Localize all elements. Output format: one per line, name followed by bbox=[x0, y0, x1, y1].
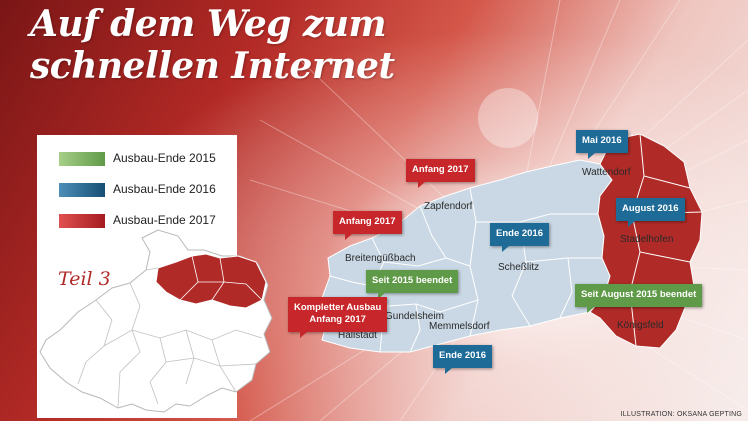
badge-koenigsfeld: Seit August 2015 beendet bbox=[575, 284, 703, 313]
overview-map-highlight-borders bbox=[179, 255, 263, 301]
badge-wattendorf-text: Mai 2016 bbox=[582, 135, 622, 146]
badge-koenigsfeld-text: Seit August 2015 beendet bbox=[581, 289, 697, 300]
place-koenigsfeld: Königsfeld bbox=[617, 320, 664, 331]
illustration-credit: ILLUSTRATION: OKSANA GEPTING bbox=[620, 411, 742, 418]
badge-schesslitz: Ende 2016 bbox=[490, 223, 549, 252]
legend-label-2015: Ausbau-Ende 2015 bbox=[113, 151, 216, 165]
place-gundelsheim: Gundelsheim bbox=[385, 311, 444, 322]
place-wattendorf: Wattendorf bbox=[582, 167, 631, 178]
overview-label: Teil 3 bbox=[58, 268, 111, 290]
badge-breitenguessbach: Anfang 2017 bbox=[333, 211, 402, 240]
badge-hallstadt-line2: Anfang 2017 bbox=[309, 314, 366, 325]
legend-swatch-2017 bbox=[59, 214, 105, 228]
legend-swatch-2016 bbox=[59, 183, 105, 197]
badge-memmelsdorf-text: Ende 2016 bbox=[439, 350, 486, 361]
legend-item-2017: Ausbau-Ende 2017 bbox=[59, 211, 234, 233]
badge-stadelhofen: August 2016 bbox=[616, 198, 685, 227]
badge-breitenguessbach-text: Anfang 2017 bbox=[339, 216, 396, 227]
badge-zapfendorf: Anfang 2017 bbox=[406, 159, 475, 188]
badge-hallstadt-line1: Kompletter Ausbau bbox=[294, 302, 382, 313]
legend-label-2017: Ausbau-Ende 2017 bbox=[113, 213, 216, 227]
badge-schesslitz-text: Ende 2016 bbox=[496, 228, 543, 239]
title-line-1: Auf dem Weg zum bbox=[30, 3, 387, 45]
legend-item-2015: Ausbau-Ende 2015 bbox=[59, 149, 234, 171]
badge-gundelsheim: Seit 2015 beendet bbox=[366, 270, 459, 299]
badge-stadelhofen-text: August 2016 bbox=[622, 203, 679, 214]
badge-zapfendorf-text: Anfang 2017 bbox=[412, 164, 469, 175]
legend-item-2016: Ausbau-Ende 2016 bbox=[59, 180, 234, 202]
place-schesslitz: Scheßlitz bbox=[498, 262, 540, 273]
place-zapfendorf: Zapfendorf bbox=[424, 201, 473, 212]
place-stadelhofen: Stadelhofen bbox=[620, 234, 674, 245]
place-breitenguessbach: Breitengüßbach bbox=[345, 253, 416, 264]
badge-gundelsheim-text: Seit 2015 beendet bbox=[372, 275, 453, 286]
badge-memmelsdorf: Ende 2016 bbox=[433, 345, 492, 374]
overview-map-borders bbox=[77, 267, 263, 409]
badge-hallstadt: Kompletter Ausbau Anfang 2017 bbox=[288, 297, 388, 338]
legend-swatch-2015 bbox=[59, 152, 105, 166]
place-memmelsdorf: Memmelsdorf bbox=[429, 321, 490, 332]
title-line-2: schnellen Internet bbox=[30, 45, 395, 87]
place-hallstadt: Hallstadt bbox=[338, 330, 377, 341]
badge-wattendorf: Mai 2016 bbox=[576, 130, 628, 159]
legend-label-2016: Ausbau-Ende 2016 bbox=[113, 182, 216, 196]
